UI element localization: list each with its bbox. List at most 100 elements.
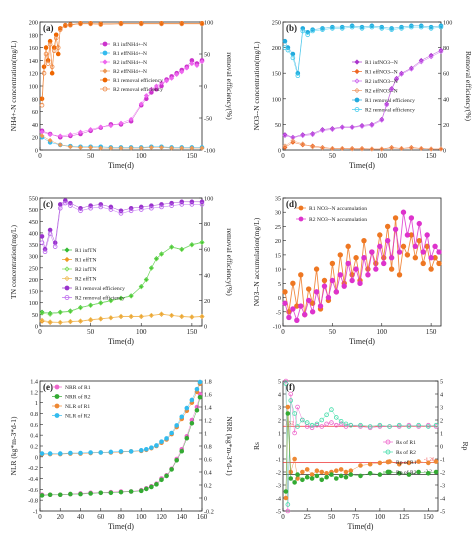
data-point: [295, 404, 300, 410]
data-point: [387, 424, 392, 429]
y2-tick-label: 0.6: [204, 457, 212, 464]
data-point: [189, 314, 195, 320]
data-point: [367, 461, 373, 467]
data-point: [416, 424, 421, 429]
y-tick-label: 0: [35, 454, 38, 461]
data-point: [436, 249, 442, 255]
data-point: [359, 26, 365, 31]
data-point: [290, 138, 296, 144]
data-point: [310, 144, 316, 150]
data-point: [179, 247, 185, 253]
y2-axis-label: Removal efficiency(%): [464, 51, 473, 122]
y-tick-label: 0: [278, 444, 281, 451]
data-point: [108, 315, 114, 321]
data-point: [389, 87, 395, 93]
legend-marker: [102, 68, 108, 74]
data-point: [138, 284, 144, 290]
data-point: [199, 313, 205, 319]
data-point: [47, 132, 53, 138]
data-point: [339, 145, 345, 151]
reference-line-label: -1.26: [424, 458, 435, 463]
legend-entry: R1 infNO3--N: [365, 59, 398, 66]
series-0: [283, 378, 439, 514]
data-point: [189, 397, 195, 403]
data-point: [55, 51, 61, 57]
legend-marker: [102, 59, 108, 65]
y-tick-label: 2: [278, 418, 281, 425]
panel-a: 0 50 100 150 0 20 40 60 80 100 120 140 160 180 200 -100…: [9, 20, 234, 171]
legend-marker: [385, 439, 391, 445]
y-tick-label: 0: [278, 148, 281, 155]
data-point: [53, 35, 59, 41]
data-point: [416, 469, 421, 475]
data-point: [184, 435, 190, 441]
x-tick-label: 50: [329, 328, 337, 336]
series-0: [39, 239, 205, 316]
data-point: [426, 424, 431, 429]
data-point: [285, 411, 291, 416]
data-point: [179, 21, 185, 27]
data-point: [358, 424, 363, 429]
data-point: [47, 227, 53, 233]
data-point: [98, 204, 104, 210]
data-point: [343, 469, 349, 475]
data-point: [333, 289, 340, 295]
data-point: [68, 450, 73, 456]
y-tick-label: 4: [278, 392, 281, 399]
data-point: [138, 488, 144, 494]
y2-tick-label: -1: [440, 457, 445, 464]
series-line: [41, 242, 203, 315]
data-point: [400, 243, 407, 250]
data-point: [283, 381, 289, 386]
data-point: [384, 101, 390, 107]
data-point: [418, 24, 424, 30]
y-tick-label: 140: [29, 58, 38, 65]
data-point: [118, 296, 124, 302]
data-point: [295, 424, 300, 429]
series-4: [282, 23, 444, 76]
legend: R1 NO3--N accumulation R2 NO3--N accumula…: [296, 205, 367, 223]
data-point: [358, 463, 363, 468]
data-point: [78, 144, 83, 150]
data-point: [68, 203, 73, 208]
data-point: [164, 436, 169, 441]
data-point: [298, 303, 304, 309]
data-point: [373, 266, 379, 272]
x-axis-label: Time(d): [348, 522, 374, 531]
data-point: [184, 65, 190, 71]
y-tick-label: 30: [275, 210, 281, 217]
data-point: [369, 249, 375, 255]
legend-marker: [64, 247, 70, 253]
data-point: [300, 133, 306, 139]
y-tick-label: 3: [278, 405, 281, 412]
data-point: [47, 311, 53, 317]
legend-marker: [54, 403, 60, 409]
data-point: [138, 21, 144, 27]
data-point: [149, 205, 154, 211]
data-point: [367, 424, 373, 429]
data-point: [292, 411, 297, 416]
data-point: [333, 476, 339, 481]
data-point: [357, 280, 363, 287]
data-point: [288, 476, 294, 481]
x-tick-label: 50: [87, 328, 95, 336]
legend-marker: [385, 449, 391, 455]
x-tick-label: 100: [375, 513, 386, 521]
y-axis-label: TN concentration(mg/L): [9, 225, 18, 299]
y-axis-label: NLR (kg*m-3*d-1): [9, 416, 18, 475]
x-tick-label: 50: [328, 513, 336, 521]
y2-tick-label: 0: [204, 84, 207, 91]
data-point: [282, 38, 288, 44]
y-tick-label: 20: [275, 238, 281, 245]
data-point: [337, 272, 343, 278]
data-point: [428, 146, 434, 152]
y-tick-label: 0.8: [30, 411, 38, 418]
y-tick-label: -2: [276, 470, 281, 477]
data-point: [169, 430, 174, 436]
data-point: [285, 47, 291, 53]
y-tick-label: 200: [29, 20, 38, 27]
legend-entry: Rp of R1: [396, 459, 417, 466]
legend-entry: NRR of R1: [65, 384, 91, 391]
y-axis-label: NH4+-N concentration(mg/L): [9, 40, 18, 131]
